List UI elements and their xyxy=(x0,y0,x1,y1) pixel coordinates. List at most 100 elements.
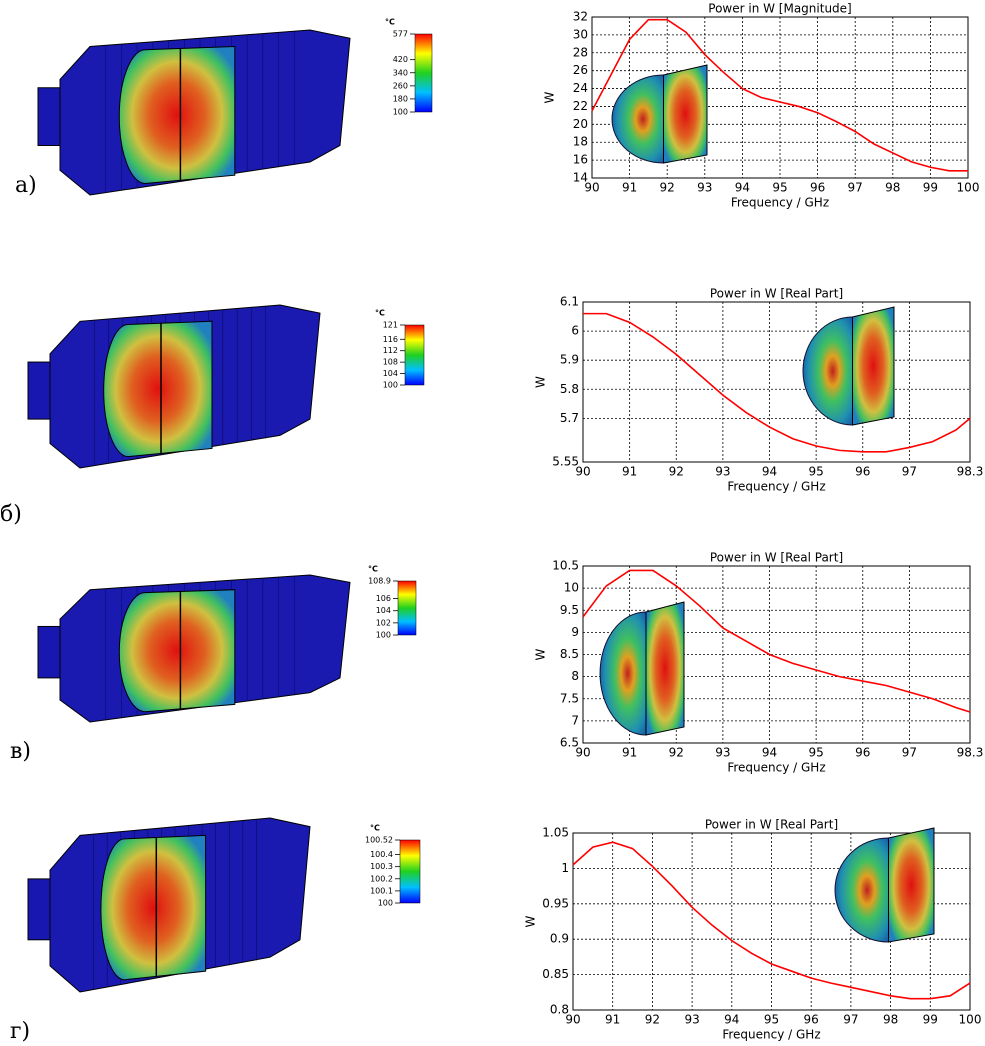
x-tick-label: 97 xyxy=(843,1013,858,1027)
y-tick-label: 1 xyxy=(561,861,569,875)
colorbar-tick-label: 104 xyxy=(376,606,391,615)
x-tick-label: 91 xyxy=(622,465,637,479)
colorbar-tick-label: 340 xyxy=(393,68,408,77)
y-tick-label: 7 xyxy=(571,713,579,727)
y-tick-label: 28 xyxy=(573,45,588,59)
x-tick-label: 100 xyxy=(959,1013,982,1027)
x-tick-label: 92 xyxy=(669,746,684,760)
data-line xyxy=(582,569,971,713)
y-tick-label: 22 xyxy=(573,99,588,113)
x-tick-label: 99 xyxy=(923,1013,938,1027)
x-tick-label: 98 xyxy=(885,181,900,195)
colorbar-tick-label: 420 xyxy=(393,55,408,64)
y-tick-label: 5.8 xyxy=(560,382,579,396)
x-tick-label: 94 xyxy=(762,465,777,479)
x-tick-label: 100 xyxy=(957,181,980,195)
x-tick-label: 96 xyxy=(855,746,870,760)
x-axis-label: Frequency / GHz xyxy=(727,480,825,494)
x-tick-label: 98.3 xyxy=(957,465,984,479)
y-axis-label: W xyxy=(534,648,548,660)
x-tick-label: 97 xyxy=(848,181,863,195)
colorbar-tick-label: 106 xyxy=(376,594,391,603)
x-tick-label: 93 xyxy=(684,1013,699,1027)
colorbar-tick-label: 577 xyxy=(393,30,408,39)
chart-title: Power in W [Real Part] xyxy=(710,551,843,565)
chart-title: Power in W [Real Part] xyxy=(705,818,838,832)
y-tick-label: 0.95 xyxy=(542,896,569,910)
x-tick-label: 96 xyxy=(804,1013,819,1027)
x-tick-label: 95 xyxy=(808,746,823,760)
x-tick-label: 90 xyxy=(565,1013,580,1027)
x-tick-label: 92 xyxy=(660,181,675,195)
y-tick-label: 14 xyxy=(573,171,588,185)
x-tick-label: 91 xyxy=(605,1013,620,1027)
x-tick-label: 94 xyxy=(735,181,750,195)
y-tick-label: 5.9 xyxy=(560,353,579,367)
x-tick-label: 93 xyxy=(697,181,712,195)
x-tick-label: 95 xyxy=(764,1013,779,1027)
inset-slab xyxy=(645,601,685,736)
colorbar-tick-label: 121 xyxy=(383,321,398,330)
data-line xyxy=(583,312,971,453)
plot-frame xyxy=(582,565,971,744)
y-tick-label: 32 xyxy=(573,10,588,24)
y-axis-label: W xyxy=(543,91,557,103)
y-tick-label: 6 xyxy=(571,324,579,338)
x-tick-label: 97 xyxy=(902,746,917,760)
x-tick-label: 98 xyxy=(883,1013,898,1027)
colorbar-tick-label: 100.52 xyxy=(365,836,393,845)
render-heat xyxy=(118,589,236,713)
colorbar xyxy=(414,33,433,113)
colorbar-tick-label: 108.9 xyxy=(368,577,391,586)
y-tick-label: 10 xyxy=(564,581,579,595)
x-axis-label: Frequency / GHz xyxy=(731,196,829,210)
colorbar-unit: °C xyxy=(368,565,378,574)
inset-slab xyxy=(852,306,895,426)
x-tick-label: 90 xyxy=(575,465,590,479)
panel-label: в) xyxy=(10,739,31,764)
inset-dome xyxy=(611,74,664,164)
x-tick-label: 92 xyxy=(669,465,684,479)
panel-label: г) xyxy=(10,1019,30,1044)
colorbar xyxy=(399,839,421,904)
inset-slab xyxy=(663,64,708,164)
y-axis-label: W xyxy=(524,915,538,927)
inset-dome xyxy=(599,611,647,736)
colorbar-tick-label: 108 xyxy=(383,358,398,367)
colorbar-tick-label: 100.1 xyxy=(370,886,393,895)
y-tick-label: 5.55 xyxy=(552,455,579,469)
x-tick-label: 97 xyxy=(902,465,917,479)
x-tick-label: 91 xyxy=(622,181,637,195)
x-tick-label: 92 xyxy=(645,1013,660,1027)
colorbar xyxy=(404,324,425,386)
x-tick-label: 90 xyxy=(584,181,599,195)
plot-frame xyxy=(582,301,971,463)
x-tick-label: 99 xyxy=(923,181,938,195)
colorbar-tick-label: 100 xyxy=(376,631,391,640)
colorbar-tick-label: 100 xyxy=(378,899,393,908)
colorbar-tick-label: 102 xyxy=(376,618,391,627)
x-tick-label: 93 xyxy=(715,746,730,760)
y-tick-label: 0.8 xyxy=(550,1003,569,1017)
y-tick-label: 26 xyxy=(573,63,588,77)
colorbar xyxy=(397,580,417,636)
colorbar-tick-label: 260 xyxy=(393,81,408,90)
x-tick-label: 96 xyxy=(810,181,825,195)
colorbar-tick-label: 100.3 xyxy=(370,862,393,871)
y-tick-label: 0.85 xyxy=(542,967,569,981)
x-tick-label: 96 xyxy=(855,465,870,479)
colorbar-tick-label: 112 xyxy=(383,346,398,355)
x-tick-label: 95 xyxy=(808,465,823,479)
colorbar-tick-label: 100 xyxy=(393,108,408,117)
panel-label: а) xyxy=(15,173,37,198)
inset-dome xyxy=(802,316,853,426)
y-tick-label: 6.1 xyxy=(560,295,579,309)
plot-frame xyxy=(572,832,971,1011)
panel-label: б) xyxy=(0,502,22,527)
y-tick-label: 6.5 xyxy=(560,736,579,750)
x-tick-label: 95 xyxy=(772,181,787,195)
colorbar-tick-label: 100.4 xyxy=(370,850,393,859)
render-heat xyxy=(103,320,213,458)
y-tick-label: 24 xyxy=(573,81,588,95)
